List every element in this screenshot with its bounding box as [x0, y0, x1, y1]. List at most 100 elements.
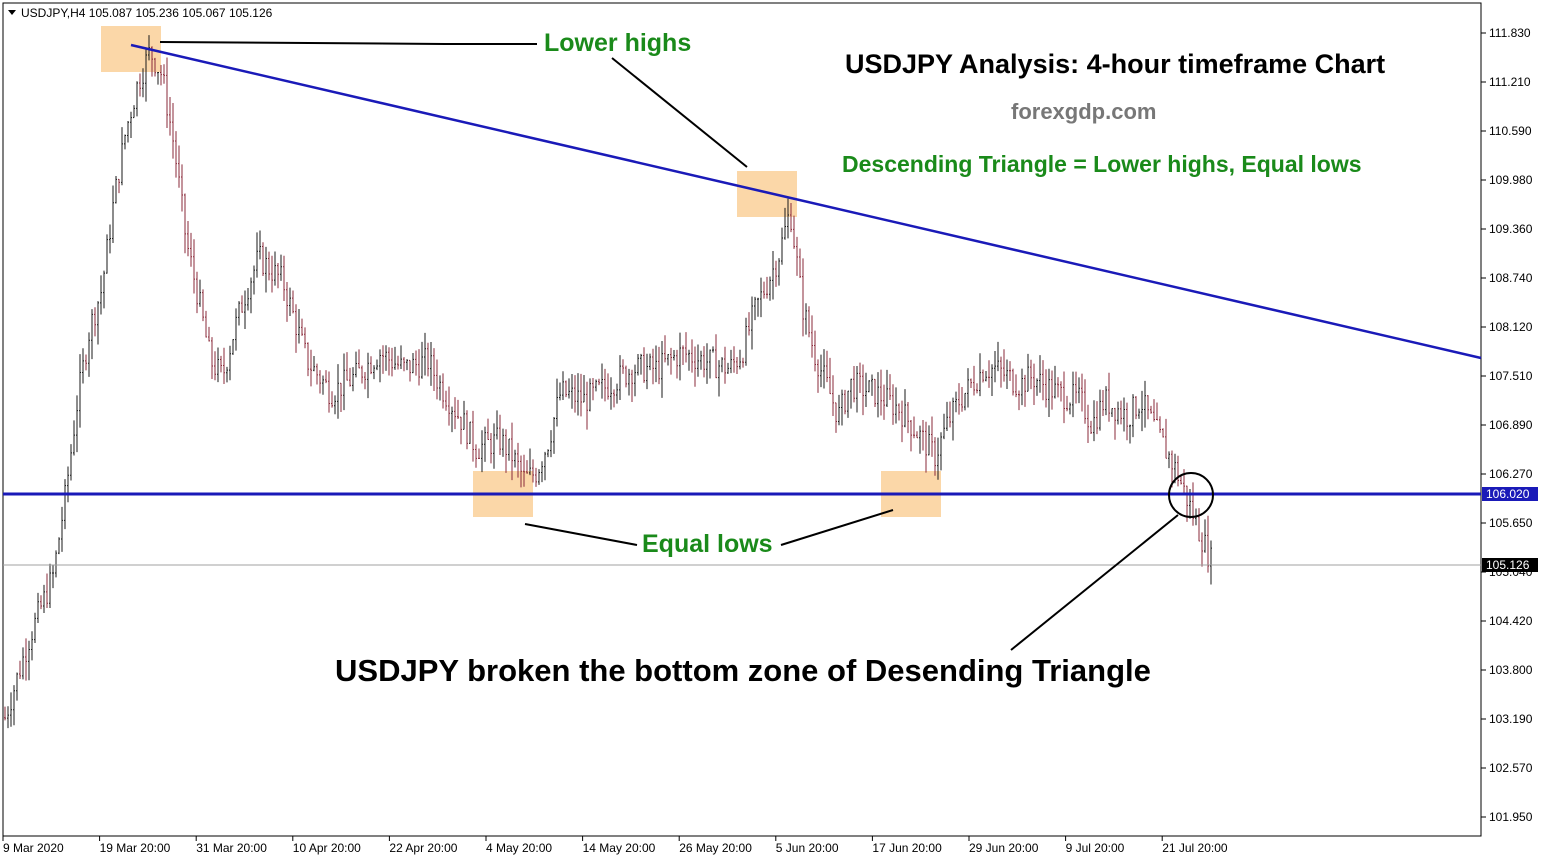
- price-bar: [37, 592, 39, 623]
- price-bar: [832, 375, 834, 416]
- price-bar: [1153, 399, 1155, 422]
- price-bar: [193, 239, 195, 294]
- price-bar: [958, 383, 960, 415]
- price-bar: [217, 347, 219, 383]
- price-bar: [466, 410, 468, 450]
- price-bar: [10, 692, 12, 727]
- price-bar: [769, 276, 771, 301]
- price-bar: [547, 449, 549, 458]
- price-bar: [853, 365, 855, 403]
- price-bar: [718, 360, 720, 397]
- price-bar: [451, 406, 453, 433]
- price-bar: [670, 347, 672, 375]
- price-bar: [673, 349, 675, 361]
- price-bar: [1039, 355, 1041, 393]
- price-bar: [823, 349, 825, 389]
- price-bar: [133, 105, 135, 119]
- price-bar: [208, 326, 210, 342]
- price-bar: [865, 372, 867, 408]
- price-bar: [781, 227, 783, 265]
- price-bar: [331, 391, 333, 408]
- price-bar: [499, 414, 501, 456]
- price-bar: [358, 349, 360, 369]
- price-bar: [151, 46, 153, 77]
- price-bar: [952, 397, 954, 441]
- price-bar: [316, 363, 318, 385]
- price-bar: [232, 339, 234, 355]
- zone-high-2: [737, 171, 797, 217]
- price-bar: [478, 448, 480, 459]
- price-bar: [583, 374, 585, 403]
- y-tick-label: 104.420: [1489, 614, 1533, 628]
- x-tick-label: 31 Mar 20:00: [196, 841, 267, 855]
- price-bar: [712, 346, 714, 353]
- price-bar: [805, 303, 807, 335]
- price-bar: [817, 359, 819, 393]
- price-bar: [787, 198, 789, 239]
- x-tick-label: 9 Jul 20:00: [1066, 841, 1125, 855]
- price-bar: [907, 401, 909, 434]
- price-bar: [139, 73, 141, 97]
- price-bar: [376, 359, 378, 371]
- price-bar: [109, 224, 111, 254]
- price-bar: [580, 373, 582, 417]
- price-bar: [1006, 359, 1008, 389]
- price-bar: [94, 307, 96, 337]
- price-bar: [190, 232, 192, 267]
- price-bar: [784, 207, 786, 240]
- price-bar: [808, 306, 810, 338]
- price-bar: [310, 349, 312, 387]
- price-bar: [604, 368, 606, 402]
- price-bar: [262, 242, 264, 276]
- price-bar: [1093, 400, 1095, 442]
- price-bar: [955, 391, 957, 413]
- price-bar: [67, 466, 69, 503]
- price-bar: [577, 373, 579, 416]
- collapse-arrow-icon[interactable]: [8, 10, 16, 15]
- price-bar: [925, 421, 927, 473]
- symbol-info: USDJPY,H4 105.087 105.236 105.067 105.12…: [21, 6, 273, 20]
- price-bars: [4, 35, 1212, 729]
- y-tick-label: 109.360: [1489, 222, 1533, 236]
- price-bar: [871, 374, 873, 396]
- price-bar: [616, 383, 618, 404]
- x-axis-ticks: 9 Mar 2020 19 Mar 20:00 31 Mar 20:00 10 Apr…: [2, 836, 1228, 855]
- price-bar: [328, 371, 330, 413]
- price-bar: [211, 337, 213, 380]
- price-bar: [679, 332, 681, 381]
- price-bar: [619, 355, 621, 401]
- price-bar: [148, 35, 150, 61]
- price-bar: [322, 375, 324, 395]
- price-bar: [1075, 371, 1077, 404]
- price-bar: [457, 399, 459, 420]
- price-bar: [535, 467, 537, 487]
- y-tick-label: 108.740: [1489, 271, 1533, 285]
- price-bar: [88, 332, 90, 377]
- price-bar: [214, 351, 216, 381]
- x-tick-label: 5 Jun 20:00: [776, 841, 839, 855]
- price-bar: [307, 342, 309, 377]
- price-bar: [664, 335, 666, 363]
- pattern-subtitle: Descending Triangle = Lower highs, Equal…: [842, 151, 1362, 177]
- price-bar: [415, 350, 417, 376]
- price-bar: [346, 352, 348, 381]
- price-bar: [538, 469, 540, 485]
- price-bar: [976, 383, 978, 394]
- price-bar: [247, 288, 249, 311]
- price-bar: [625, 365, 627, 388]
- price-bar: [145, 48, 147, 102]
- price-bar: [895, 387, 897, 424]
- price-bar: [994, 350, 996, 383]
- price-bar: [16, 672, 18, 701]
- price-bar: [655, 345, 657, 383]
- price-bar: [277, 262, 279, 289]
- price-bar: [97, 301, 99, 345]
- price-bar: [1174, 453, 1176, 484]
- price-bar: [442, 373, 444, 409]
- price-bar: [454, 397, 456, 430]
- price-bar: [13, 685, 15, 726]
- price-bar: [943, 413, 945, 440]
- price-bar: [106, 234, 108, 274]
- price-bar: [124, 134, 126, 150]
